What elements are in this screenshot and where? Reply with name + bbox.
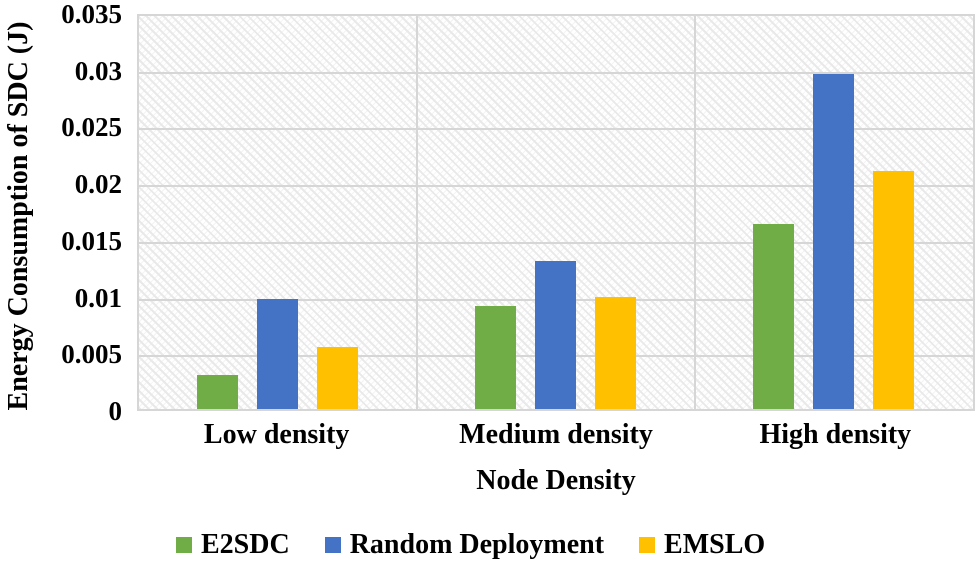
horizontal-gridline (139, 241, 973, 244)
legend-swatch-e2sdc (176, 537, 192, 553)
legend-label-random-deployment: Random Deployment (349, 529, 605, 560)
chart-legend: E2SDC Random Deployment EMSLO (176, 528, 765, 562)
y-axis-title: Energy Consumption of SDC (J) (3, 21, 34, 411)
x-category-label-medium-density: Medium density (459, 419, 653, 450)
legend-label-emslo: EMSLO (664, 529, 766, 560)
horizontal-gridline (139, 71, 973, 74)
x-axis-title: Node Density (476, 465, 636, 496)
legend-item-random-deployment: Random Deployment (324, 528, 605, 562)
horizontal-gridline (139, 128, 973, 131)
x-category-label-high-density: High density (759, 419, 912, 450)
x-category-label-low-density: Low density (203, 419, 350, 450)
bar-group-high-density (695, 16, 973, 409)
category-separator-gridline (415, 16, 418, 409)
horizontal-gridline (139, 185, 973, 188)
bar-random-deployment-medium-density (535, 260, 577, 409)
bar-emslo-high-density (873, 170, 915, 409)
legend-swatch-emslo (639, 537, 656, 553)
legend-swatch-random-deployment (324, 537, 341, 553)
category-separator-gridline (693, 16, 696, 409)
legend-item-emslo: EMSLO (639, 528, 765, 562)
bar-random-deployment-low-density (257, 298, 299, 409)
bar-emslo-medium-density (595, 296, 637, 409)
legend-item-e2sdc: E2SDC (176, 528, 290, 562)
bar-e2sdc-low-density (197, 375, 239, 409)
bar-group-medium-density (417, 16, 695, 409)
bar-random-deployment-high-density (813, 74, 855, 409)
plot-area (137, 14, 975, 411)
bar-emslo-low-density (317, 347, 359, 409)
bar-e2sdc-medium-density (475, 305, 517, 409)
legend-label-e2sdc: E2SDC (201, 529, 290, 560)
bar-group-low-density (139, 16, 417, 409)
bar-e2sdc-high-density (753, 223, 795, 409)
